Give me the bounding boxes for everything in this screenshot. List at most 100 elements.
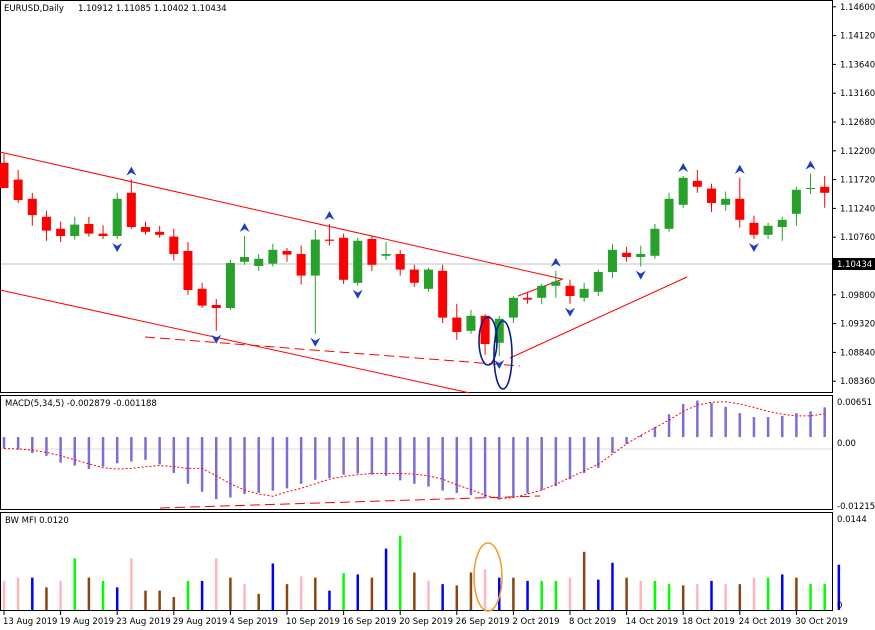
candle-bear (452, 317, 462, 332)
chart-title-symbol: EURUSD,Daily (4, 4, 64, 14)
candle-bear (395, 254, 405, 270)
fractal-down-icon (565, 307, 575, 317)
date-tick-label: 14 Oct 2019 (626, 617, 679, 627)
candle-bull (593, 272, 603, 292)
candles (0, 153, 830, 356)
candle-bear (324, 239, 334, 241)
candle-bull (650, 228, 660, 256)
price-tick-label: 1.11240 (840, 204, 875, 214)
candle-bear (339, 237, 349, 280)
candle-bear (84, 224, 94, 234)
candle-bull (579, 288, 589, 298)
macd-histogram (2, 400, 826, 500)
candle-bull (424, 269, 433, 289)
date-tick-label: 2 Oct 2019 (512, 617, 559, 627)
candle-bull (381, 254, 391, 256)
candle-bear (41, 216, 51, 231)
mfi-bars (2, 535, 841, 610)
candle-bear (692, 180, 702, 187)
candle-bull (508, 297, 518, 318)
candle-bear (27, 198, 37, 215)
candle-bear (622, 252, 632, 257)
candle-bull (721, 198, 731, 205)
date-tick-label: 4 Sep 2019 (229, 617, 277, 627)
price-tick-label: 1.14120 (840, 32, 875, 42)
candle-bear (707, 188, 716, 203)
price-tick-label: 1.09800 (840, 291, 875, 301)
fractal-down-icon (310, 337, 321, 347)
candle-bull (254, 258, 264, 266)
candle-bull (353, 240, 363, 283)
price-tick-label: 1.12680 (840, 118, 875, 128)
candle-bear (296, 254, 306, 276)
fractal-up-icon (734, 164, 745, 174)
candle-bull (551, 281, 561, 286)
candle-bear (141, 227, 150, 232)
candle-bull (537, 285, 547, 298)
fractal-down-icon (635, 270, 646, 280)
rising-channel-lower-line (509, 276, 688, 359)
macd-panel-frame (0, 395, 833, 510)
fractal-down-icon (352, 289, 363, 299)
fractal-up-icon (126, 166, 137, 176)
fractal-up-icon (805, 160, 816, 170)
mfi-highlight-ellipse (473, 542, 503, 612)
date-tick-label: 29 Aug 2019 (173, 617, 227, 627)
candle-bull (678, 177, 688, 205)
date-tick-label: 8 Oct 2019 (569, 617, 616, 627)
macd-divergence-line (159, 495, 541, 509)
price-tick-label: 1.13160 (840, 89, 875, 99)
dashed-support-line (144, 336, 521, 367)
fractal-down-icon (211, 334, 222, 344)
fractal-up-icon (678, 163, 689, 172)
candle-bear (126, 192, 136, 227)
channel-upper-line (0, 151, 563, 280)
price-tick-label: 1.09320 (840, 320, 875, 330)
candle-bull (607, 249, 617, 272)
macd-panel-label: MACD(5,34,5) -0.002879 -0.001188 (5, 399, 157, 409)
candle-bear (169, 236, 179, 254)
price-panel-frame (0, 0, 833, 393)
date-tick-label: 19 Aug 2019 (60, 617, 114, 627)
candle-bull (806, 188, 816, 189)
candle-bull (664, 198, 674, 229)
candle-bull (777, 219, 787, 227)
price-tick-label: 1.08360 (840, 377, 875, 387)
candle-bull (70, 224, 80, 236)
price-axis: 1.14600 1.14120 1.13640 1.13160 1.12680 1.122… (832, 3, 875, 387)
current-price-label: 1.10434 (837, 260, 872, 270)
date-tick-label: 26 Sep 2019 (456, 617, 510, 627)
price-tick-label: 1.12200 (840, 147, 875, 157)
date-tick-label: 18 Oct 2019 (682, 617, 735, 627)
candle-bear (438, 270, 448, 318)
current-price-tag (833, 258, 875, 270)
fractal-down-icon (748, 243, 759, 252)
highlight-ellipse-2 (493, 320, 513, 390)
candle-bear (523, 297, 533, 300)
fractal-down-icon (112, 243, 123, 252)
candle-bear (820, 186, 830, 193)
price-tick-label: 1.13640 (840, 60, 875, 70)
candle-bear (211, 305, 221, 308)
date-axis: 13 Aug 2019 19 Aug 2019 23 Aug 2019 29 Aug … (3, 611, 848, 627)
date-tick-label: 23 Aug 2019 (116, 617, 170, 627)
mfi-panel-frame (0, 512, 833, 611)
candle-bear (409, 269, 419, 283)
candle-bull (763, 225, 773, 235)
mfi-tick-bottom: 0 (837, 601, 842, 611)
candle-bull (494, 318, 504, 343)
candle-bear (155, 231, 165, 235)
price-tick-label: 1.14600 (840, 3, 875, 13)
candle-bull (310, 239, 320, 276)
chart-title-ohlc: 1.10912 1.11085 1.10402 1.10434 (78, 4, 227, 14)
candle-bear (749, 222, 759, 235)
date-tick-label: 20 Sep 2019 (399, 617, 453, 627)
fractal-up-icon (550, 257, 561, 267)
price-tick-label: 1.08840 (840, 348, 875, 358)
candle-bull (791, 189, 801, 214)
mfi-panel-label: BW MFI 0.0120 (5, 516, 69, 526)
price-tick-label: 1.11720 (840, 176, 875, 186)
candle-bull (636, 254, 646, 257)
candle-bear (735, 198, 745, 220)
